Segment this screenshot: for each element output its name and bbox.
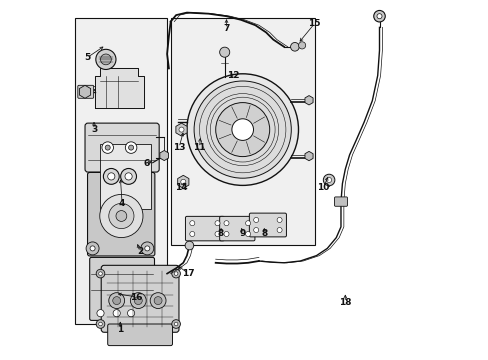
- Circle shape: [102, 142, 113, 153]
- Circle shape: [219, 47, 229, 57]
- FancyBboxPatch shape: [87, 172, 155, 256]
- Text: 15: 15: [308, 19, 320, 28]
- Circle shape: [127, 310, 134, 317]
- Circle shape: [298, 42, 305, 49]
- Circle shape: [245, 221, 250, 226]
- Text: 9: 9: [239, 230, 245, 239]
- Circle shape: [134, 297, 142, 305]
- Circle shape: [323, 174, 334, 186]
- Circle shape: [113, 297, 121, 305]
- Circle shape: [376, 14, 381, 19]
- FancyBboxPatch shape: [107, 324, 172, 346]
- Text: 12: 12: [227, 71, 240, 80]
- Text: 1: 1: [117, 325, 123, 334]
- Circle shape: [179, 127, 183, 132]
- Text: 3: 3: [91, 125, 97, 134]
- Circle shape: [171, 269, 180, 278]
- Circle shape: [215, 221, 220, 226]
- Circle shape: [185, 241, 193, 250]
- Circle shape: [113, 310, 120, 317]
- Circle shape: [96, 49, 116, 69]
- Text: 17: 17: [182, 269, 195, 278]
- Text: 5: 5: [84, 53, 90, 62]
- Circle shape: [290, 42, 299, 51]
- Text: 11: 11: [193, 143, 205, 152]
- Circle shape: [108, 293, 124, 309]
- FancyBboxPatch shape: [89, 257, 154, 320]
- Circle shape: [101, 54, 111, 65]
- Circle shape: [90, 246, 95, 251]
- Text: 10: 10: [317, 183, 329, 192]
- Circle shape: [99, 272, 102, 275]
- FancyBboxPatch shape: [185, 216, 224, 241]
- FancyBboxPatch shape: [334, 197, 347, 206]
- Text: 2: 2: [137, 248, 143, 256]
- Circle shape: [125, 142, 137, 153]
- Circle shape: [174, 322, 178, 326]
- Circle shape: [116, 211, 126, 221]
- Text: 7: 7: [223, 24, 229, 33]
- Circle shape: [253, 217, 258, 222]
- Circle shape: [231, 119, 253, 140]
- Circle shape: [215, 103, 269, 157]
- Circle shape: [103, 168, 119, 184]
- Circle shape: [86, 242, 99, 255]
- Circle shape: [141, 242, 153, 255]
- Circle shape: [144, 246, 149, 251]
- Text: 4: 4: [119, 199, 125, 208]
- FancyBboxPatch shape: [78, 85, 94, 98]
- FancyBboxPatch shape: [85, 123, 159, 172]
- Circle shape: [224, 221, 228, 226]
- Circle shape: [215, 231, 220, 237]
- Circle shape: [154, 297, 162, 305]
- Circle shape: [194, 81, 291, 178]
- Circle shape: [189, 221, 194, 226]
- Circle shape: [186, 74, 298, 185]
- Text: 18: 18: [338, 298, 351, 307]
- FancyBboxPatch shape: [101, 265, 179, 332]
- Circle shape: [99, 322, 102, 326]
- Circle shape: [150, 293, 166, 309]
- Circle shape: [128, 145, 133, 150]
- Text: 16: 16: [130, 292, 142, 302]
- Circle shape: [107, 173, 115, 180]
- Circle shape: [277, 228, 282, 233]
- Circle shape: [97, 310, 104, 317]
- Bar: [101, 144, 151, 209]
- Circle shape: [326, 177, 331, 183]
- Bar: [170, 18, 314, 245]
- Circle shape: [373, 10, 385, 22]
- Circle shape: [125, 173, 132, 180]
- Circle shape: [108, 203, 134, 229]
- Circle shape: [171, 320, 180, 328]
- Polygon shape: [95, 68, 143, 108]
- Circle shape: [189, 231, 194, 237]
- Circle shape: [174, 272, 178, 275]
- Circle shape: [121, 168, 136, 184]
- Circle shape: [224, 231, 228, 237]
- Circle shape: [277, 217, 282, 222]
- Circle shape: [130, 293, 146, 309]
- Text: 6: 6: [143, 159, 149, 168]
- Text: 8: 8: [261, 230, 267, 239]
- Circle shape: [96, 320, 104, 328]
- Text: 14: 14: [175, 183, 187, 192]
- Circle shape: [245, 231, 250, 237]
- FancyBboxPatch shape: [219, 216, 254, 241]
- Circle shape: [96, 269, 104, 278]
- Text: 8: 8: [218, 230, 224, 239]
- Bar: [75, 18, 167, 324]
- Circle shape: [105, 145, 110, 150]
- Circle shape: [253, 228, 258, 233]
- FancyBboxPatch shape: [249, 213, 286, 237]
- Circle shape: [181, 179, 185, 184]
- Text: 13: 13: [172, 143, 185, 152]
- Circle shape: [100, 194, 142, 238]
